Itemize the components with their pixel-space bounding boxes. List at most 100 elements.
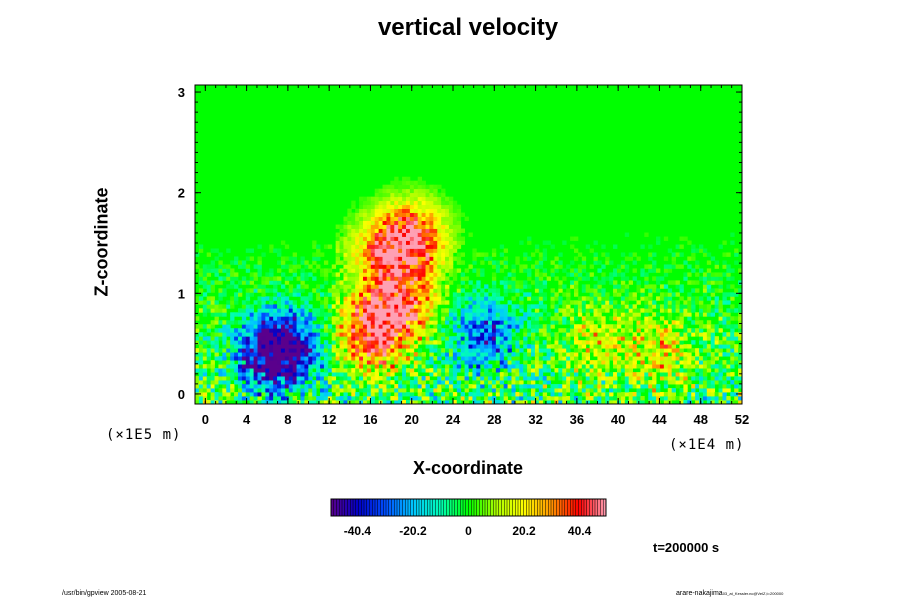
heatmap-cell — [699, 268, 704, 273]
heatmap-cell — [398, 324, 403, 329]
heatmap-cell — [601, 288, 606, 293]
heatmap-cell — [370, 244, 376, 249]
heatmap-cell — [425, 400, 430, 404]
heatmap-cell — [198, 244, 204, 249]
colorbar-segment — [490, 499, 494, 516]
heatmap-cell — [343, 224, 348, 229]
heatmap-cell — [675, 396, 680, 401]
heatmap-cell — [597, 392, 602, 397]
heatmap-cell — [581, 268, 587, 273]
heatmap-cell — [417, 308, 423, 313]
heatmap-cell — [656, 384, 661, 389]
heatmap-cell — [273, 276, 278, 281]
heatmap-cell — [300, 256, 305, 261]
heatmap-cell — [519, 396, 524, 401]
heatmap-cell — [523, 312, 528, 317]
heatmap-cell — [480, 292, 485, 297]
heatmap-cell — [363, 364, 368, 369]
heatmap-cell — [394, 280, 399, 285]
heatmap-cell — [351, 380, 356, 385]
heatmap-cell — [452, 372, 458, 377]
heatmap-cell — [273, 376, 278, 381]
heatmap-cell — [585, 380, 591, 385]
heatmap-cell — [632, 376, 637, 381]
heatmap-cell — [460, 324, 465, 329]
heatmap-cell — [695, 360, 700, 365]
heatmap-cell — [616, 368, 622, 373]
heatmap-cell — [452, 236, 458, 241]
heatmap-cell — [343, 356, 348, 361]
heatmap-cell — [413, 380, 419, 385]
heatmap-cell — [503, 284, 508, 289]
heatmap-cell — [359, 196, 364, 202]
heatmap-cell — [234, 356, 239, 361]
heatmap-cell — [386, 340, 391, 345]
colorbar-segment — [515, 499, 519, 516]
heatmap-cell — [636, 396, 641, 401]
heatmap-cell — [323, 396, 329, 401]
heatmap-cell — [343, 300, 348, 305]
heatmap-cell — [269, 296, 274, 301]
heatmap-cell — [355, 340, 360, 345]
colorbar-segment — [375, 499, 379, 516]
heatmap-cell — [730, 360, 735, 365]
heatmap-cell — [421, 208, 426, 213]
heatmap-cell — [523, 384, 528, 389]
heatmap-cell — [394, 292, 399, 297]
heatmap-cell — [327, 364, 333, 369]
heatmap-cell — [679, 312, 684, 317]
heatmap-cell — [488, 308, 493, 313]
heatmap-cell — [320, 252, 325, 257]
heatmap-cell — [718, 368, 723, 373]
heatmap-cell — [398, 284, 403, 289]
heatmap-cell — [445, 268, 450, 273]
heatmap-cell — [476, 312, 481, 317]
heatmap-cell — [683, 372, 688, 377]
heatmap-cell — [347, 280, 352, 285]
heatmap-cell — [456, 328, 462, 333]
heatmap-cell — [503, 396, 508, 401]
heatmap-cell — [351, 288, 356, 293]
heatmap-cell — [605, 356, 610, 361]
heatmap-cell — [542, 308, 548, 313]
heatmap-cell — [534, 396, 540, 401]
heatmap-cell — [445, 220, 450, 225]
heatmap-cell — [288, 332, 294, 337]
heatmap-cell — [202, 376, 208, 381]
heatmap-cell — [300, 356, 305, 361]
heatmap-cell — [339, 316, 344, 321]
heatmap-cell — [659, 296, 665, 301]
heatmap-cell — [718, 288, 723, 293]
heatmap-cell — [437, 252, 442, 257]
heatmap-cell — [573, 268, 579, 273]
heatmap-cell — [386, 240, 391, 245]
heatmap-cell — [468, 324, 473, 329]
heatmap-cell — [374, 388, 380, 393]
heatmap-cell — [284, 244, 290, 249]
heatmap-cell — [656, 356, 661, 361]
heatmap-cell — [433, 348, 438, 353]
heatmap-cell — [296, 352, 301, 357]
heatmap-cell — [437, 228, 442, 233]
heatmap-cell — [280, 336, 286, 341]
heatmap-cell — [323, 400, 329, 404]
heatmap-cell — [562, 304, 567, 309]
heatmap-cell — [280, 324, 286, 329]
heatmap-cell — [378, 196, 383, 202]
heatmap-cell — [241, 312, 247, 317]
heatmap-cell — [425, 320, 430, 325]
heatmap-cell — [370, 204, 376, 210]
heatmap-cell — [398, 264, 403, 269]
heatmap-cell — [452, 204, 458, 210]
heatmap-cell — [652, 288, 657, 293]
heatmap-cell — [663, 236, 669, 241]
heatmap-cell — [280, 296, 286, 301]
heatmap-cell — [531, 324, 536, 329]
heatmap-cell — [402, 392, 407, 397]
heatmap-cell — [198, 296, 204, 301]
heatmap-cell — [581, 324, 587, 329]
heatmap-cell — [433, 396, 438, 401]
heatmap-cell — [726, 268, 731, 273]
heatmap-cell — [382, 268, 387, 273]
heatmap-cell — [581, 384, 587, 389]
